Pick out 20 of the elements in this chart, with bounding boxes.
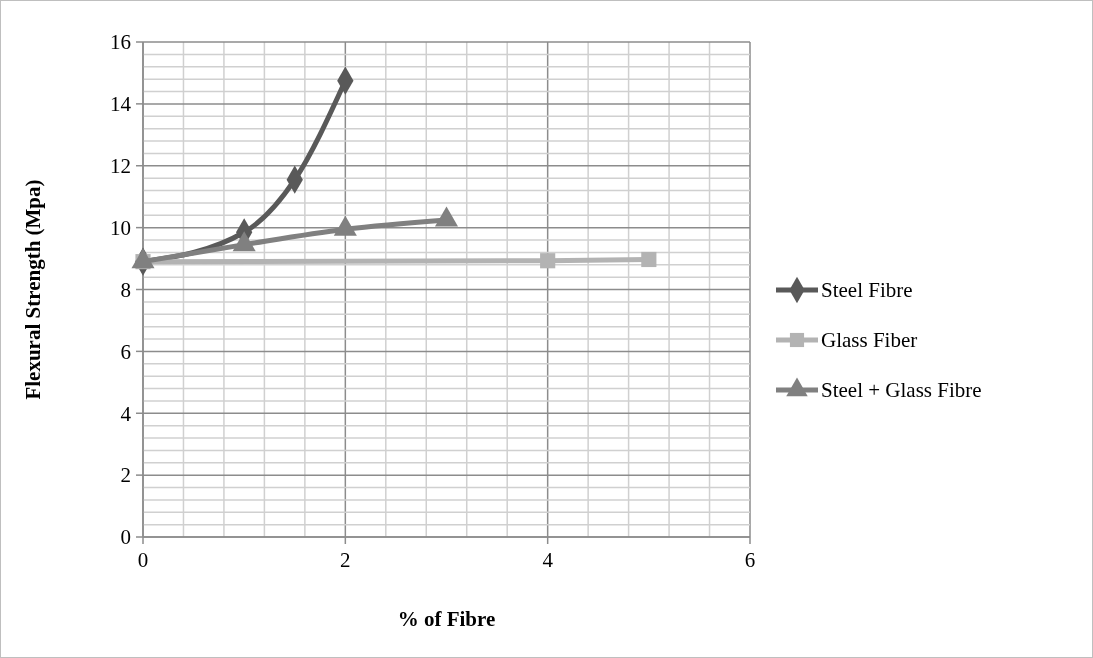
x-axis-title: % of Fibre (397, 607, 496, 631)
y-tick-label: 10 (110, 215, 131, 240)
legend-label: Steel + Glass Fibre (821, 378, 982, 403)
y-tick-label: 6 (120, 339, 131, 364)
x-tick-label: 0 (137, 548, 149, 572)
x-tick-label: 2 (340, 548, 351, 572)
y-axis-title: Flexural Strength (Mpa) (21, 179, 45, 400)
point (540, 253, 556, 269)
y-tick-label: 8 (120, 277, 131, 302)
y-tick-label: 14 (110, 92, 132, 117)
x-tick-label: 4 (542, 548, 554, 572)
legend-label: Glass Fiber (821, 328, 918, 353)
point (641, 251, 657, 268)
y-tick-label: 4 (120, 401, 132, 426)
y-tick-label: 12 (110, 154, 131, 179)
y-tick-label: 2 (120, 463, 131, 488)
legend-label: Steel Fibre (821, 278, 913, 303)
y-tick-label: 0 (120, 525, 131, 550)
x-tick-label: 6 (744, 548, 756, 572)
y-tick-label: 16 (110, 30, 131, 55)
